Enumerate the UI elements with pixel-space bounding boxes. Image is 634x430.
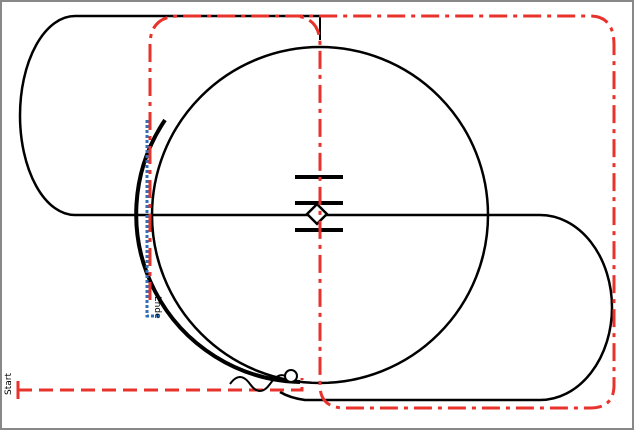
route-start bbox=[18, 378, 304, 392]
end-label: Ende bbox=[152, 296, 162, 319]
squiggle-circle bbox=[284, 369, 298, 383]
track-thick bbox=[134, 118, 301, 384]
route-dashdot bbox=[148, 14, 616, 410]
track-left-loop bbox=[18, 14, 614, 402]
start-label: Start bbox=[4, 373, 14, 395]
route-end bbox=[145, 120, 161, 318]
squiggle bbox=[229, 374, 289, 392]
